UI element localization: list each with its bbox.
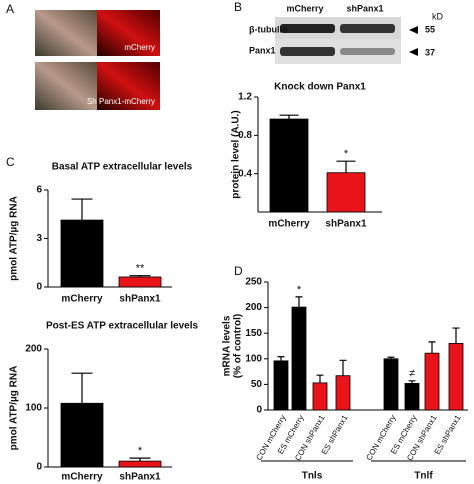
- blot-unit: kD: [432, 11, 444, 21]
- chart-title: Basal ATP extracellular levels: [52, 162, 193, 173]
- error-bar: [129, 457, 151, 462]
- y-tick-label: 1.2: [238, 92, 252, 103]
- y-tick-label: 150: [245, 328, 262, 339]
- error-bar: [428, 341, 436, 354]
- bar: [273, 360, 289, 411]
- y-axis-label: pmol ATP/µg RNA: [9, 366, 20, 451]
- error-bar: [129, 275, 151, 277]
- error-bar: [387, 356, 395, 359]
- significance-label: *: [344, 148, 349, 160]
- error-bar: [336, 160, 356, 173]
- bar: [60, 219, 104, 288]
- microscopy-images: [35, 10, 160, 110]
- error-bar: [71, 198, 93, 221]
- y-axis-label: mRNA levels: [222, 315, 233, 376]
- panel-letter: B: [234, 0, 242, 14]
- bar: [118, 276, 162, 288]
- group-label: Tnls: [302, 471, 323, 482]
- x-tick-label: mCherry: [61, 472, 103, 483]
- error-bar: [339, 359, 347, 376]
- panel-letter: D: [234, 264, 243, 278]
- blot-size: 55: [425, 24, 435, 34]
- y-tick-label: 0: [256, 405, 262, 416]
- y-tick-label: 3: [36, 233, 42, 244]
- y-tick-label: 250: [245, 277, 262, 288]
- bar: [60, 402, 104, 468]
- y-tick-label: 100: [245, 353, 262, 364]
- x-tick-label: mCherry: [268, 219, 310, 230]
- bar: [424, 352, 440, 411]
- y-tick-label: 6: [36, 185, 42, 196]
- significance-label: *: [297, 284, 302, 296]
- x-tick-label: shPanx1: [119, 294, 161, 305]
- y-tick-label: 0.8: [238, 130, 252, 141]
- chart-title: Knock down Panx1: [274, 82, 366, 93]
- panel-letter: A: [6, 2, 14, 16]
- significance-label: *: [138, 445, 143, 457]
- bar: [326, 172, 366, 213]
- bar: [118, 460, 162, 468]
- image-label: Sh Panx1-mCherry: [87, 97, 155, 106]
- error-bar: [316, 374, 324, 383]
- y-tick-label: 200: [245, 302, 262, 313]
- error-bar: [279, 114, 299, 120]
- blot-row-label: β-tubulin: [249, 24, 287, 34]
- y-axis-label: pmol ATP/µg RNA: [9, 196, 20, 281]
- x-tick-label: shPanx1: [325, 219, 367, 230]
- y-axis-label: protein level (A.U.): [231, 110, 242, 198]
- y-tick-label: 200: [25, 344, 42, 355]
- chart-title: Post-ES ATP extracellular levels: [46, 321, 199, 332]
- bar: [404, 382, 420, 411]
- error-bar: [71, 372, 93, 404]
- panel-letter: C: [6, 155, 15, 169]
- y-tick-label: 50: [251, 379, 263, 390]
- bar: [448, 343, 464, 411]
- group-label: Tnlf: [414, 471, 433, 482]
- y-tick-label: 0: [36, 462, 42, 473]
- error-bar: [277, 356, 285, 361]
- significance-label: ≠: [409, 368, 415, 380]
- blot-size: 37: [425, 47, 435, 57]
- image-label: mCherry: [124, 43, 155, 52]
- y-axis-label: (% of control): [233, 314, 244, 378]
- error-bar: [452, 327, 460, 344]
- bar: [335, 375, 351, 411]
- blot-column: shPanx1: [346, 3, 383, 13]
- bar: [269, 118, 309, 213]
- error-bar: [295, 296, 303, 308]
- y-tick-label: 0.4: [238, 168, 252, 179]
- bar: [291, 306, 307, 411]
- x-tick-label: mCherry: [61, 294, 103, 305]
- y-tick-label: 0: [36, 282, 42, 293]
- blot-row-label: Panx1: [249, 45, 276, 55]
- y-tick-label: 100: [25, 403, 42, 414]
- bar: [383, 358, 399, 411]
- x-tick-label: shPanx1: [119, 472, 161, 483]
- x-tick-label: CON mCherry: [364, 414, 397, 462]
- error-bar: [408, 380, 416, 384]
- blot-bands: [275, 17, 418, 64]
- significance-label: **: [136, 263, 145, 275]
- bar: [312, 382, 328, 411]
- blot-column: mCherry: [286, 3, 323, 13]
